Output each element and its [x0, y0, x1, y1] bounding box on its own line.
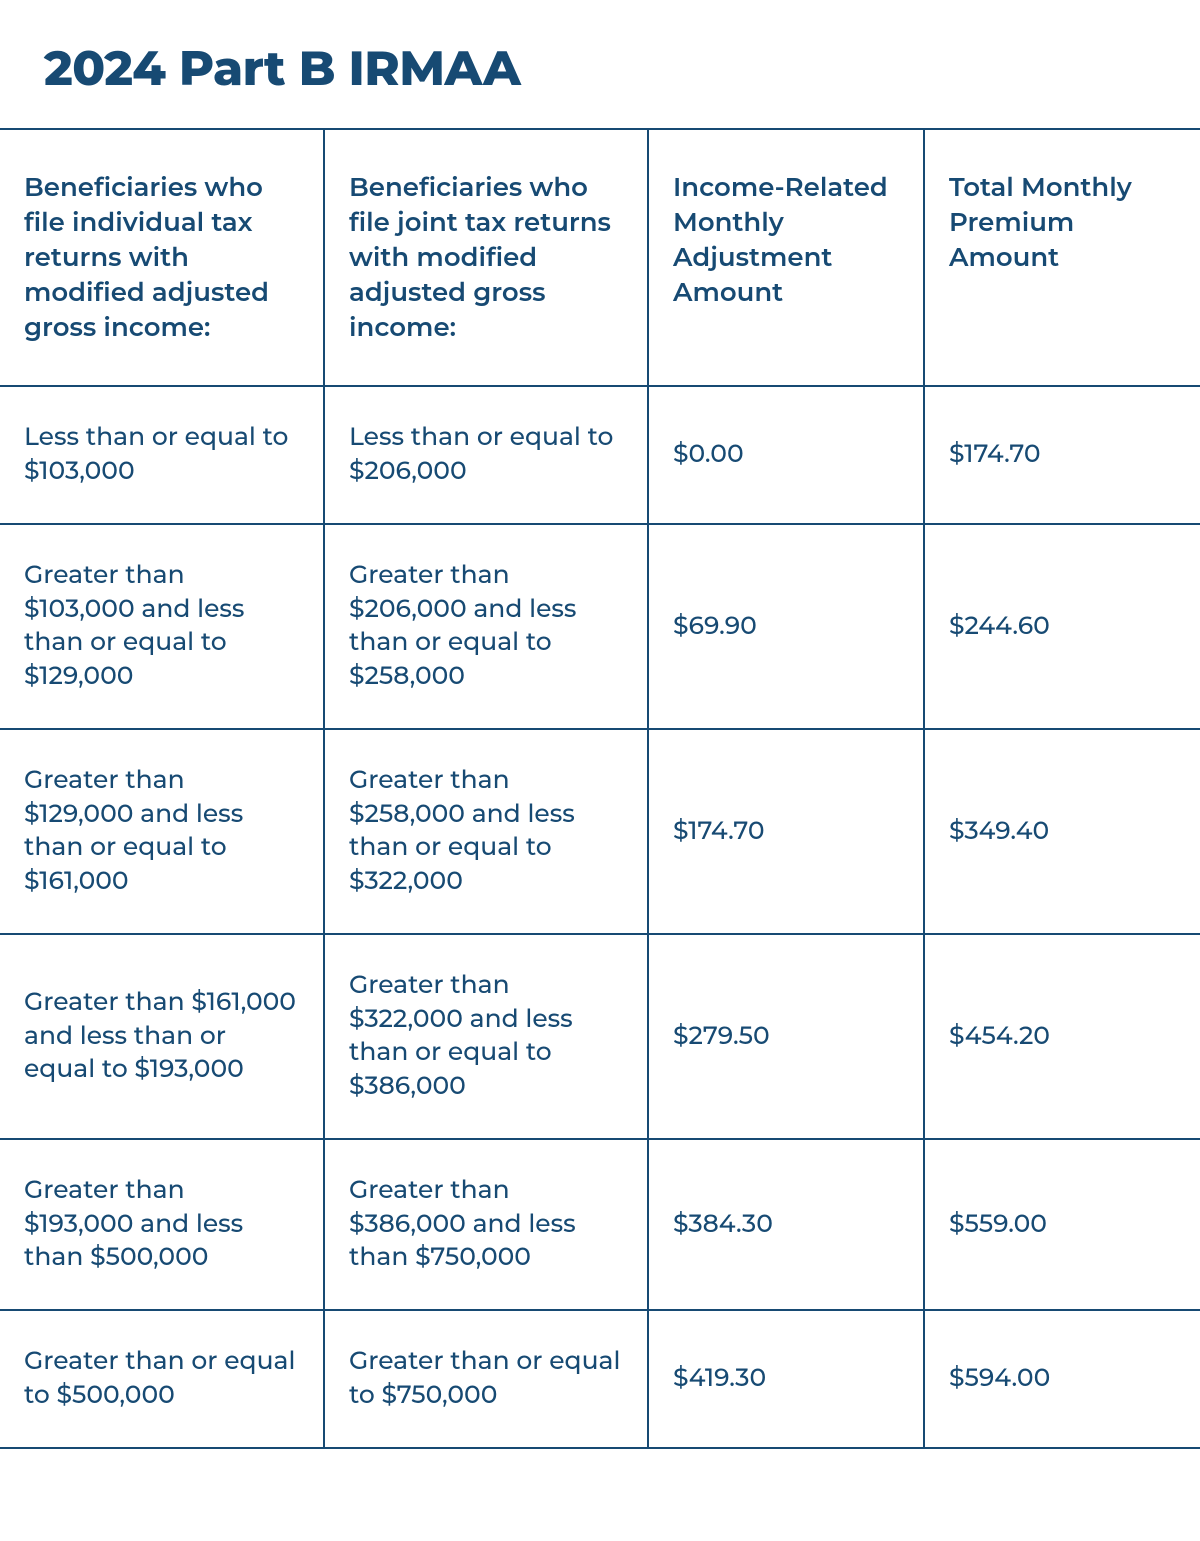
cell-joint: Greater than $386,000 and less than $750…	[324, 1139, 648, 1310]
table-row: Greater than $103,000 and less than or e…	[0, 524, 1200, 729]
cell-adjustment: $0.00	[648, 386, 924, 524]
table-header-row: Beneficiaries who file individual tax re…	[0, 129, 1200, 386]
table-row: Greater than or equal to $500,000 Greate…	[0, 1310, 1200, 1448]
cell-adjustment: $384.30	[648, 1139, 924, 1310]
cell-individual: Less than or equal to $103,000	[0, 386, 324, 524]
cell-adjustment: $279.50	[648, 934, 924, 1139]
cell-total: $454.20	[924, 934, 1200, 1139]
cell-total: $244.60	[924, 524, 1200, 729]
cell-individual: Greater than $129,000 and less than or e…	[0, 729, 324, 934]
cell-individual: Greater than $193,000 and less than $500…	[0, 1139, 324, 1310]
cell-joint: Greater than $206,000 and less than or e…	[324, 524, 648, 729]
cell-individual: Greater than $161,000 and less than or e…	[0, 934, 324, 1139]
cell-total: $594.00	[924, 1310, 1200, 1448]
page: 2024 Part B IRMAA Beneficiaries who file…	[0, 0, 1200, 1509]
cell-joint: Greater than $322,000 and less than or e…	[324, 934, 648, 1139]
cell-adjustment: $419.30	[648, 1310, 924, 1448]
cell-joint: Greater than or equal to $750,000	[324, 1310, 648, 1448]
cell-individual: Greater than or equal to $500,000	[0, 1310, 324, 1448]
col-header-adjustment: Income-Related Monthly Adjustment Amount	[648, 129, 924, 386]
cell-total: $559.00	[924, 1139, 1200, 1310]
col-header-individual: Beneficiaries who file individual tax re…	[0, 129, 324, 386]
page-title: 2024 Part B IRMAA	[44, 40, 1200, 98]
col-header-total: Total Monthly Premium Amount	[924, 129, 1200, 386]
cell-individual: Greater than $103,000 and less than or e…	[0, 524, 324, 729]
cell-total: $349.40	[924, 729, 1200, 934]
cell-total: $174.70	[924, 386, 1200, 524]
cell-joint: Less than or equal to $206,000	[324, 386, 648, 524]
table-row: Greater than $129,000 and less than or e…	[0, 729, 1200, 934]
irmaa-table: Beneficiaries who file individual tax re…	[0, 128, 1200, 1449]
col-header-joint: Beneficiaries who file joint tax returns…	[324, 129, 648, 386]
cell-adjustment: $174.70	[648, 729, 924, 934]
table-row: Less than or equal to $103,000 Less than…	[0, 386, 1200, 524]
table-row: Greater than $193,000 and less than $500…	[0, 1139, 1200, 1310]
cell-adjustment: $69.90	[648, 524, 924, 729]
cell-joint: Greater than $258,000 and less than or e…	[324, 729, 648, 934]
table-row: Greater than $161,000 and less than or e…	[0, 934, 1200, 1139]
